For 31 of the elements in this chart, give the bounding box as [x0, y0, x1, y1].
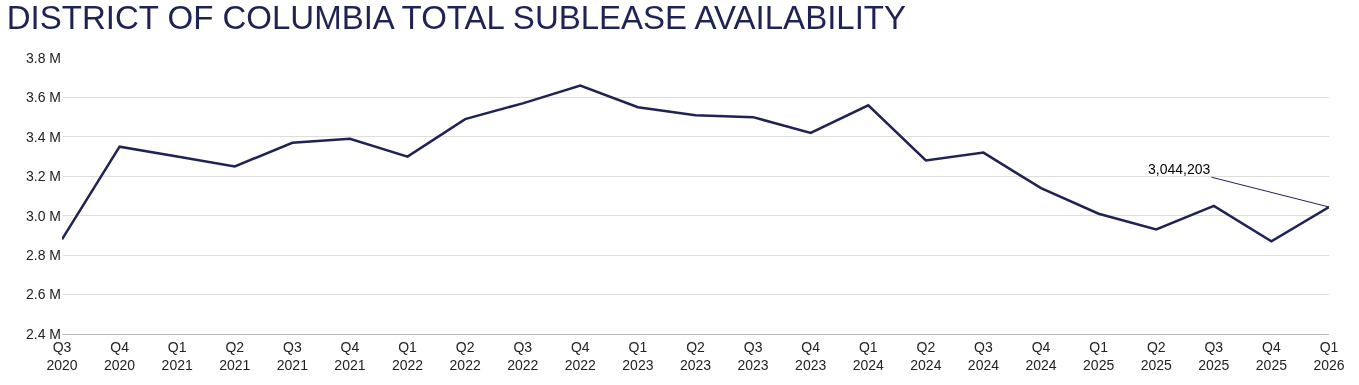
- x-tick-label: Q4 2021: [334, 338, 366, 373]
- x-tick-label: Q4 2024: [1025, 338, 1057, 373]
- x-tick-label: Q4 2020: [104, 338, 136, 373]
- x-tick-label: Q1 2021: [161, 338, 193, 373]
- x-tick-label: Q2 2024: [910, 338, 942, 373]
- y-tick-label: 3.8 M: [25, 49, 61, 66]
- x-tick-label: Q1 2026: [1313, 338, 1345, 373]
- x-tick-label: Q3 2024: [967, 338, 1000, 373]
- x-tick-label: Q2 2025: [1140, 338, 1173, 373]
- y-tick-label: 3.0 M: [25, 207, 61, 224]
- x-tick-label: Q3 2021: [276, 338, 309, 373]
- x-tick-label: Q3 2022: [507, 338, 539, 373]
- x-tick-label: Q2 2023: [679, 338, 712, 373]
- y-tick-label: 2.8 M: [25, 247, 61, 264]
- x-tick-label: Q1 2024: [852, 338, 885, 373]
- x-tick-label: Q1 2023: [622, 338, 654, 373]
- x-tick-label: Q2 2022: [449, 338, 481, 373]
- x-tick-label: Q3 2023: [737, 338, 769, 373]
- x-tick-label: Q4 2022: [564, 338, 597, 373]
- annotation: 3,044,203: [1148, 161, 1211, 177]
- chart-title: DISTRICT OF COLUMBIA TOTAL SUBLEASE AVAILABILITY: [6, 0, 907, 36]
- x-tick-label: Q4 2023: [795, 338, 827, 373]
- x-tick-label: Q1 2022: [391, 338, 424, 373]
- x-tick-label: Q4 2025: [1255, 338, 1288, 373]
- x-tick-label: Q2 2021: [219, 338, 251, 373]
- x-tick-label: Q1 2025: [1083, 338, 1115, 373]
- y-tick-label: 3.2 M: [25, 168, 61, 185]
- y-tick-label: 3.6 M: [25, 89, 61, 106]
- y-tick-label: 3.4 M: [25, 128, 61, 145]
- y-tick-label: 2.6 M: [25, 286, 61, 303]
- x-tick-label: Q3 2025: [1198, 338, 1230, 373]
